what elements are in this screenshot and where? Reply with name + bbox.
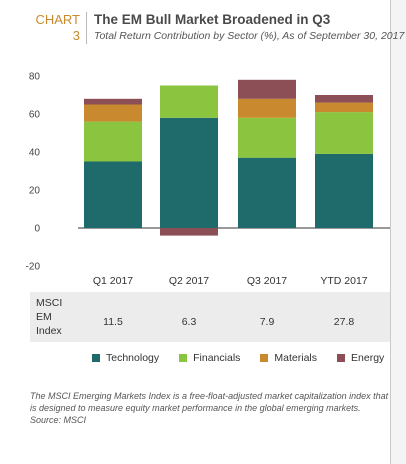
legend-label: Materials [274, 352, 318, 364]
x-category-label: Q3 2017 [247, 275, 287, 287]
bar-segment-materials [84, 104, 142, 122]
bar-segment-materials [315, 102, 373, 113]
index-value-ytd: 27.8 [333, 316, 355, 328]
legend-label: Financials [193, 352, 241, 364]
legend-swatch [92, 354, 100, 362]
index-label-line: MSCI [36, 297, 63, 309]
index-table-band [30, 292, 390, 342]
index-row-label: MSCI EM Index [36, 296, 76, 338]
chart-word: CHART [35, 12, 80, 27]
chart-number: 3 [72, 28, 80, 43]
legend-item: Energy [337, 352, 384, 364]
legend-label: Technology [106, 352, 160, 364]
bar-segment-energy [160, 228, 218, 236]
header-divider [86, 12, 87, 44]
bar-segment-financials [315, 112, 373, 154]
chart-plot: 80 60 40 20 0 -20 Q1 2017 Q2 2017 Q3 2017 YTD 20… [26, 72, 390, 287]
index-label-line: EM [36, 311, 52, 323]
bar-segment-technology [315, 153, 373, 228]
legend-label: Energy [351, 352, 385, 364]
bar-segment-materials [238, 98, 296, 118]
bar-segment-financials [84, 121, 142, 162]
bar-segment-energy [84, 98, 142, 105]
bar-segment-financials [160, 85, 218, 118]
bar-segment-technology [84, 161, 142, 228]
bar-segment-technology [160, 117, 218, 228]
index-value-q3: 7.9 [259, 316, 275, 328]
bar-segment-technology [238, 157, 296, 228]
y-tick-label: 80 [29, 72, 41, 83]
footnote-source: Source: MSCI [30, 415, 87, 425]
y-tick-label: -20 [26, 262, 41, 273]
bar-segment-energy [238, 79, 296, 99]
chart-title: The EM Bull Market Broadened in Q3 [94, 12, 331, 27]
legend-item: Technology [92, 352, 159, 364]
footnote-text: The MSCI Emerging Markets Index is a fre… [30, 391, 389, 413]
chart-subtitle: Total Return Contribution by Sector (%),… [94, 30, 405, 42]
bar-segment-energy [315, 95, 373, 103]
chart-number-label: CHART 3 [30, 12, 80, 44]
chart-legend: Technology Financials Materials Energy [92, 352, 384, 364]
index-value-q2: 6.3 [181, 316, 197, 328]
legend-item: Financials [179, 352, 240, 364]
y-tick-label: 20 [29, 186, 41, 197]
x-category-label: YTD 2017 [320, 275, 367, 287]
index-label-line: Index [36, 325, 62, 337]
index-value-q1: 11.5 [103, 316, 123, 328]
legend-item: Materials [260, 352, 317, 364]
y-tick-label: 60 [29, 110, 41, 121]
legend-swatch [260, 354, 269, 362]
bar-segment-financials [238, 117, 296, 158]
footnote: The MSCI Emerging Markets Index is a fre… [30, 390, 390, 426]
legend-swatch [337, 354, 346, 362]
y-tick-label: 40 [29, 148, 41, 159]
x-category-label: Q2 2017 [169, 275, 209, 287]
x-category-label: Q1 2017 [93, 275, 133, 287]
legend-swatch [179, 354, 188, 362]
y-tick-label: 0 [34, 224, 40, 235]
